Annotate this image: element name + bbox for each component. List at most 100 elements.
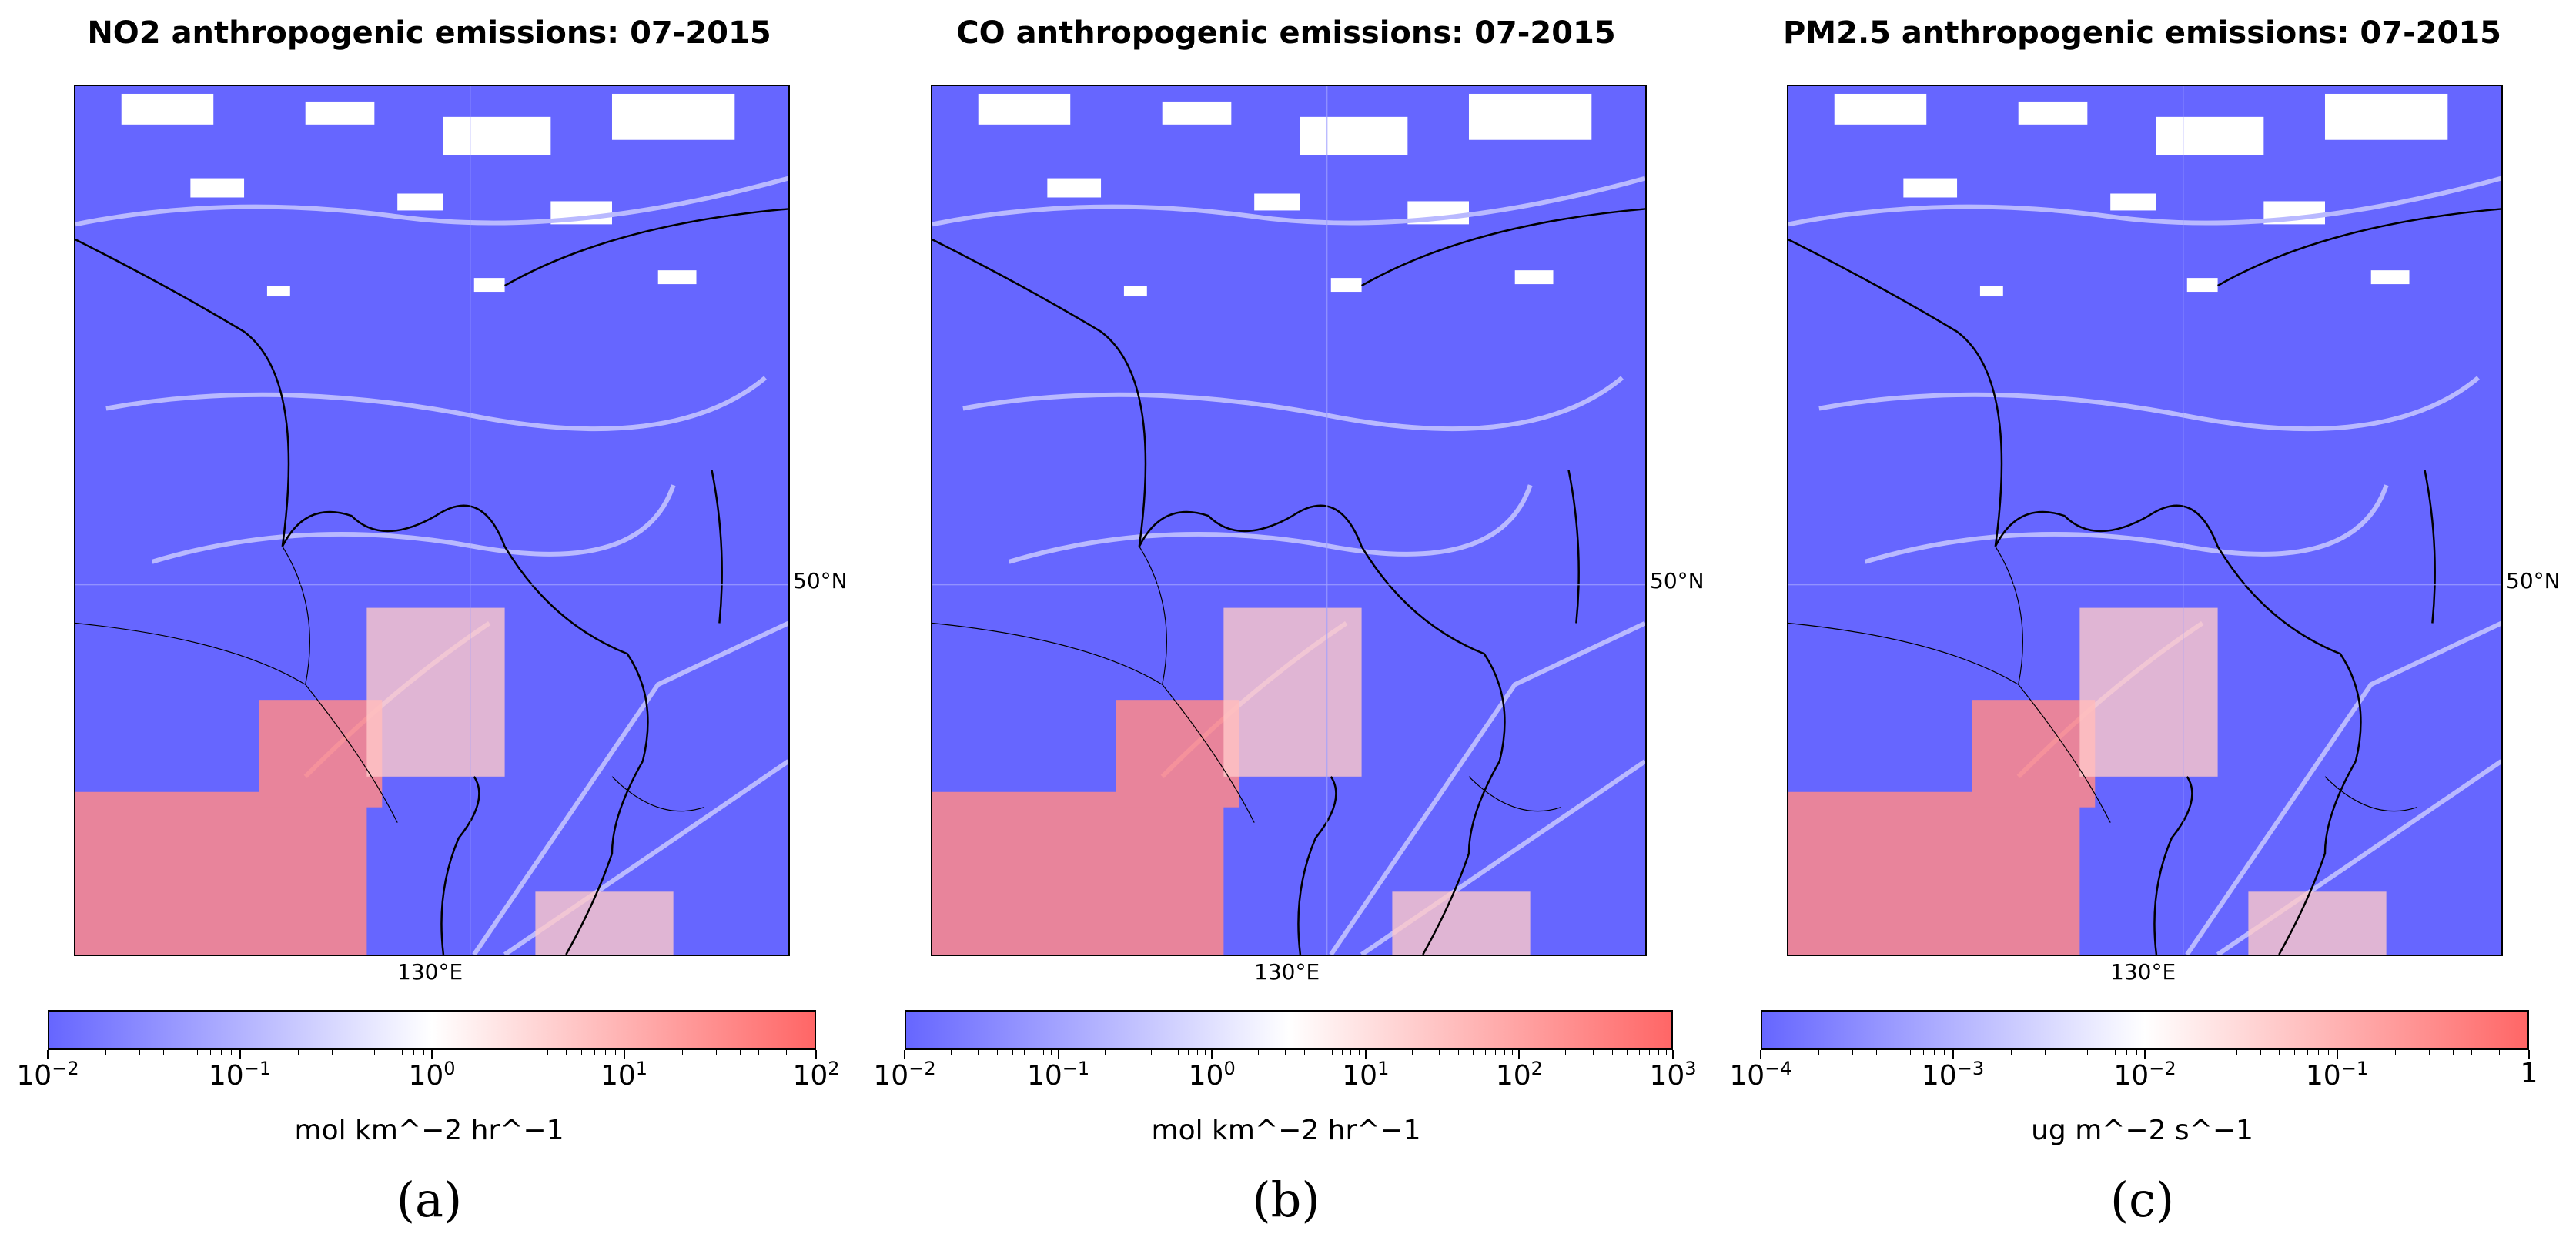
colorbar-minor-tick [1350,1050,1352,1055]
colorbar-minor-tick [1012,1050,1013,1055]
colorbar-tick-label: 10−2 [2113,1058,2176,1092]
colorbar-tick-label: 10−1 [208,1058,272,1092]
colorbar-minor-tick [605,1050,607,1055]
panel-title: CO anthropogenic emissions: 07-2015 [956,15,1616,51]
colorbar-minor-tick [105,1050,107,1055]
lon-label: 130°E [397,959,463,985]
colorbar-major-tick [1518,1050,1521,1059]
colorbar-minor-tick [331,1050,333,1055]
colorbar-major-tick [431,1050,433,1059]
colorbar-minor-tick [786,1050,788,1055]
emission-map [1788,86,2501,955]
colorbar-minor-tick [1258,1050,1260,1055]
colorbar-minor-tick [1504,1050,1506,1055]
colorbar-minor-tick [2307,1050,2308,1055]
colorbar-minor-tick [1331,1050,1333,1055]
colorbar-tick-label: 10−1 [1026,1058,1090,1092]
colorbar-minor-tick [1852,1050,1854,1055]
colorbar-minor-tick [1611,1050,1613,1055]
colorbar-minor-tick [209,1050,211,1055]
colorbar-minor-tick [1565,1050,1567,1055]
colorbar-minor-tick [1150,1050,1152,1055]
colorbar-minor-tick [2010,1050,2012,1055]
colorbar-tick-label: 103 [1649,1058,1697,1092]
colorbar-tick-label: 10−1 [2305,1058,2369,1092]
colorbar-unit: ug m^−2 s^−1 [2031,1115,2253,1146]
colorbar-minor-tick [1934,1050,1935,1055]
colorbar-minor-tick [1304,1050,1306,1055]
colorbar-major-tick [1057,1050,1059,1059]
colorbar-minor-tick [2136,1050,2137,1055]
colorbar-minor-tick [1205,1050,1206,1055]
colorbar-minor-tick [1457,1050,1459,1055]
colorbar-tick-label: 102 [1495,1058,1543,1092]
colorbar-major-tick [1760,1050,1761,1059]
map-no2 [74,85,790,956]
colorbar-minor-tick [2328,1050,2330,1055]
colorbar-minor-tick [1876,1050,1878,1055]
colorbar-minor-tick [2236,1050,2238,1055]
colorbar [905,1010,1673,1050]
colorbar-minor-tick [2471,1050,2472,1055]
panel-b: CO anthropogenic emissions: 07-2015 50°N… [857,0,1715,1254]
colorbar-minor-tick [1649,1050,1651,1055]
colorbar-tick-label: 102 [792,1058,840,1092]
colorbar-minor-tick [1495,1050,1497,1055]
colorbar-tick-label: 100 [408,1058,456,1092]
colorbar-minor-tick [1592,1050,1594,1055]
colorbar-minor-tick [297,1050,299,1055]
map-pm25 [1787,85,2503,956]
colorbar-minor-tick [951,1050,952,1055]
colorbar-minor-tick [1196,1050,1198,1055]
colorbar-minor-tick [2499,1050,2501,1055]
colorbar-minor-tick [2318,1050,2320,1055]
colorbar-minor-tick [1177,1050,1179,1055]
colorbar-minor-tick [163,1050,165,1055]
colorbar-minor-tick [615,1050,617,1055]
colorbar-minor-tick [758,1050,759,1055]
colorbar-minor-tick [1104,1050,1106,1055]
colorbar-minor-tick [221,1050,222,1055]
colorbar-minor-tick [1485,1050,1487,1055]
colorbar-minor-tick [231,1050,233,1055]
colorbar-tick-label: 10−3 [1921,1058,1985,1092]
lat-label: 50°N [2506,568,2561,594]
colorbar-minor-tick [2394,1050,2396,1055]
colorbar-minor-tick [139,1050,141,1055]
colorbar-minor-tick [1944,1050,1945,1055]
colorbar-minor-tick [1638,1050,1640,1055]
colorbar-minor-tick [1024,1050,1025,1055]
panel-a: NO2 anthropogenic emissions: 07-2015 50°… [0,0,858,1254]
colorbar-minor-tick [423,1050,424,1055]
emission-map [75,86,788,955]
colorbar-minor-tick [1512,1050,1514,1055]
panel-label: (c) [2109,1172,2175,1228]
colorbar-tick-label: 10−4 [1729,1058,1792,1092]
colorbar-minor-tick [739,1050,741,1055]
colorbar-minor-tick [2260,1050,2262,1055]
colorbar-minor-tick [1358,1050,1360,1055]
colorbar-tick-label: 10−2 [16,1058,79,1092]
colorbar-tick-label: 100 [1188,1058,1236,1092]
colorbar-minor-tick [566,1050,567,1055]
colorbar-minor-tick [1188,1050,1189,1055]
colorbar-minor-tick [2428,1050,2430,1055]
colorbar-minor-tick [2126,1050,2127,1055]
colorbar-major-tick [815,1050,817,1059]
colorbar [1761,1010,2529,1050]
colorbar-tick-label: 1 [2520,1058,2538,1089]
panel-c: PM2.5 anthropogenic emissions: 07-2015 5… [1713,0,2571,1254]
colorbar-minor-tick [681,1050,683,1055]
colorbar-minor-tick [2452,1050,2454,1055]
colorbar-major-tick [1364,1050,1367,1059]
colorbar-minor-tick [1658,1050,1659,1055]
colorbar-minor-tick [1051,1050,1052,1055]
colorbar-minor-tick [1626,1050,1628,1055]
lon-label: 130°E [1254,959,1320,985]
colorbar-minor-tick [1910,1050,1912,1055]
colorbar-ticks [904,1050,1674,1059]
colorbar-minor-tick [978,1050,979,1055]
colorbar-minor-tick [402,1050,403,1055]
colorbar-minor-tick [581,1050,583,1055]
colorbar-tick-label: 10−2 [873,1058,936,1092]
